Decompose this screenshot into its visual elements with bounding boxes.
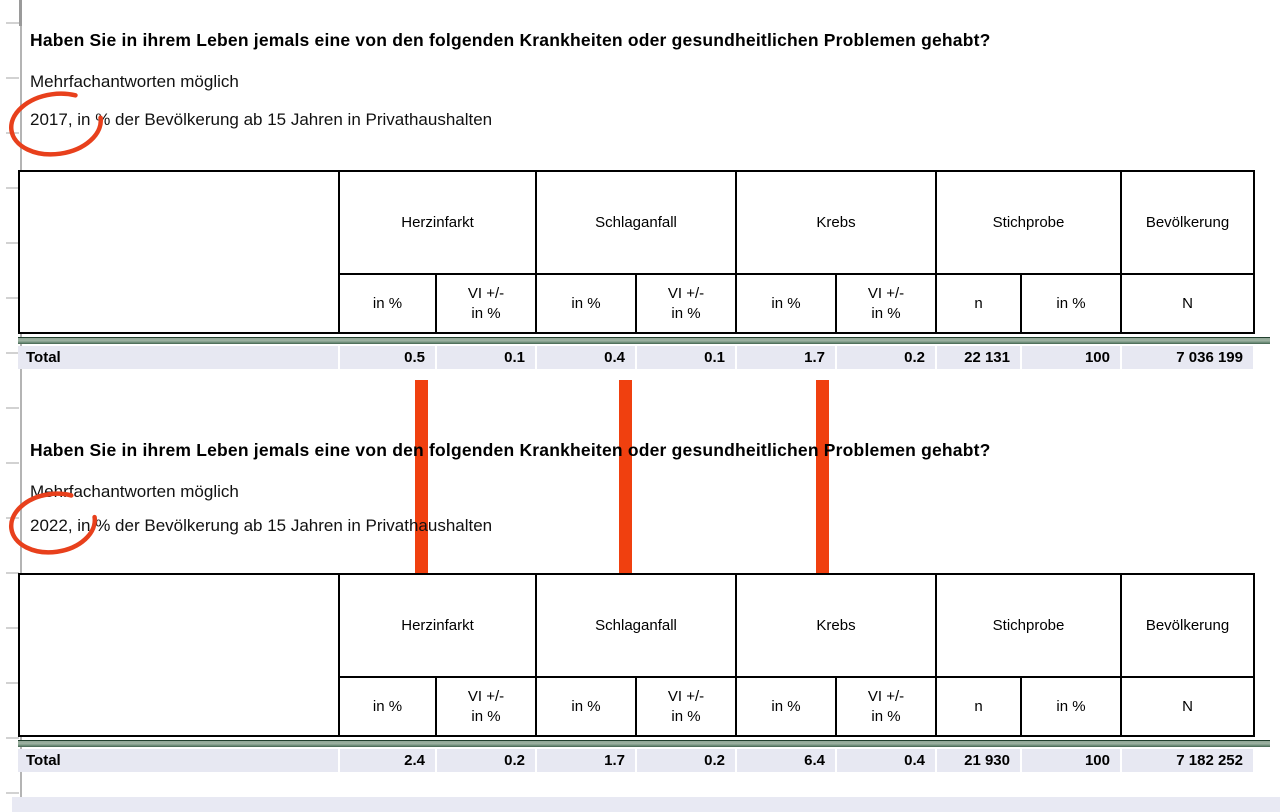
ruler-tick [6,737,19,739]
ruler-tick [6,297,19,299]
question-title-2022: Haben Sie in ihrem Leben jemals eine von… [30,440,991,460]
subheader-schlaganfall-pct: in % [535,273,637,334]
value-krebs-vi: 0.2 [835,346,935,369]
value-stichprobe-n: 21 930 [935,749,1020,772]
value-schlaganfall-pct: 1.7 [535,749,635,772]
year-line-2022: 2022, in % der Bevölkerung ab 15 Jahren … [30,516,493,535]
survey-table-2022-header: Herzinfarkt Schlaganfall Krebs Stichprob… [18,573,1256,737]
subheader-krebs-pct: in % [735,273,838,334]
total-label: Total [18,749,338,772]
col-header-herzinfarkt: Herzinfarkt [338,573,537,678]
green-separator-2022 [18,740,1270,747]
question-title-2017: Haben Sie in ihrem Leben jemals eine von… [30,30,991,50]
hand-drawn-circle-2017 [8,91,104,157]
ruler-tick [6,792,19,794]
value-krebs-pct: 6.4 [735,749,835,772]
ruler-tick [6,627,19,629]
value-stichprobe-n: 22 131 [935,346,1020,369]
col-header-stichprobe: Stichprobe [935,573,1123,678]
col-header-stichprobe: Stichprobe [935,170,1123,275]
value-bevoelkerung-n: 7 182 252 [1120,749,1253,772]
subheader-bevoelkerung-n: N [1120,676,1256,737]
col-header-bevoelkerung: Bevölkerung [1120,170,1256,275]
total-row-2017: Total 0.5 0.1 0.4 0.1 1.7 0.2 22 131 100… [18,346,1253,369]
year-circle-annotation-2022 [8,491,98,555]
total-row-2022: Total 2.4 0.2 1.7 0.2 6.4 0.4 21 930 100… [18,749,1253,772]
sub-header-row: in % VI +/- in % in % VI +/- in % in % V… [19,676,1256,737]
value-schlaganfall-vi: 0.2 [635,749,735,772]
value-krebs-vi: 0.4 [835,749,935,772]
subheader-herzinfarkt-vi: VI +/- in % [435,273,537,334]
ruler-tick [6,462,19,464]
value-stichprobe-pct: 100 [1020,346,1120,369]
next-row-strip [12,797,1280,812]
ruler-tick [6,242,19,244]
group-header-row: Herzinfarkt Schlaganfall Krebs Stichprob… [18,170,1256,334]
ruler-tick [6,187,19,189]
value-stichprobe-pct: 100 [1020,749,1120,772]
subheader-krebs-pct: in % [735,676,838,737]
page-edge-line-top [19,0,22,26]
subheader-krebs-vi: VI +/- in % [835,676,938,737]
table-row: Total 2.4 0.2 1.7 0.2 6.4 0.4 21 930 100… [18,749,1253,772]
ruler-tick [6,572,19,574]
table-row: Total 0.5 0.1 0.4 0.1 1.7 0.2 22 131 100… [18,346,1253,369]
col-header-schlaganfall: Schlaganfall [534,170,738,275]
value-schlaganfall-pct: 0.4 [535,346,635,369]
value-schlaganfall-vi: 0.1 [635,346,735,369]
subheader-bevoelkerung-n: N [1120,273,1256,334]
col-header-bevoelkerung: Bevölkerung [1120,573,1256,678]
subheader-stichprobe-pct: in % [1020,273,1123,334]
subheader-stichprobe-n: n [935,273,1023,334]
subheader-herzinfarkt-pct: in % [338,676,437,737]
sub-header-row: in % VI +/- in % in % VI +/- in % in % V… [19,273,1256,334]
value-krebs-pct: 1.7 [735,346,835,369]
survey-table-2017-header: Herzinfarkt Schlaganfall Krebs Stichprob… [18,170,1256,334]
subtitle-2017: Mehrfachantworten möglich [30,72,239,91]
subheader-stichprobe-n: n [935,676,1023,737]
ruler-tick [6,682,19,684]
subheader-herzinfarkt-pct: in % [338,273,437,334]
col-header-herzinfarkt: Herzinfarkt [338,170,537,275]
value-bevoelkerung-n: 7 036 199 [1120,346,1253,369]
value-herzinfarkt-pct: 0.5 [338,346,435,369]
col-header-krebs: Krebs [735,573,938,678]
ruler-tick [6,22,19,24]
year-circle-annotation-2017 [8,91,104,157]
green-separator-2017 [18,337,1270,344]
stub-header-cell [18,170,340,334]
subheader-schlaganfall-vi: VI +/- in % [634,676,738,737]
subheader-herzinfarkt-vi: VI +/- in % [435,676,537,737]
total-label: Total [18,346,338,369]
ruler-tick [6,77,19,79]
stub-header-cell [18,573,340,737]
subheader-schlaganfall-vi: VI +/- in % [634,273,738,334]
col-header-krebs: Krebs [735,170,938,275]
value-herzinfarkt-vi: 0.1 [435,346,535,369]
hand-drawn-circle-2022 [8,491,98,555]
ruler-tick [6,352,19,354]
value-herzinfarkt-vi: 0.2 [435,749,535,772]
subheader-schlaganfall-pct: in % [535,676,637,737]
subtitle-2022: Mehrfachantworten möglich [30,482,239,501]
year-line-2017: 2017, in % der Bevölkerung ab 15 Jahren … [30,110,493,129]
page-edge-line [20,0,22,812]
col-header-schlaganfall: Schlaganfall [534,573,738,678]
ruler-tick [6,407,19,409]
subheader-krebs-vi: VI +/- in % [835,273,938,334]
group-header-row: Herzinfarkt Schlaganfall Krebs Stichprob… [18,573,1256,737]
value-herzinfarkt-pct: 2.4 [338,749,435,772]
subheader-stichprobe-pct: in % [1020,676,1123,737]
